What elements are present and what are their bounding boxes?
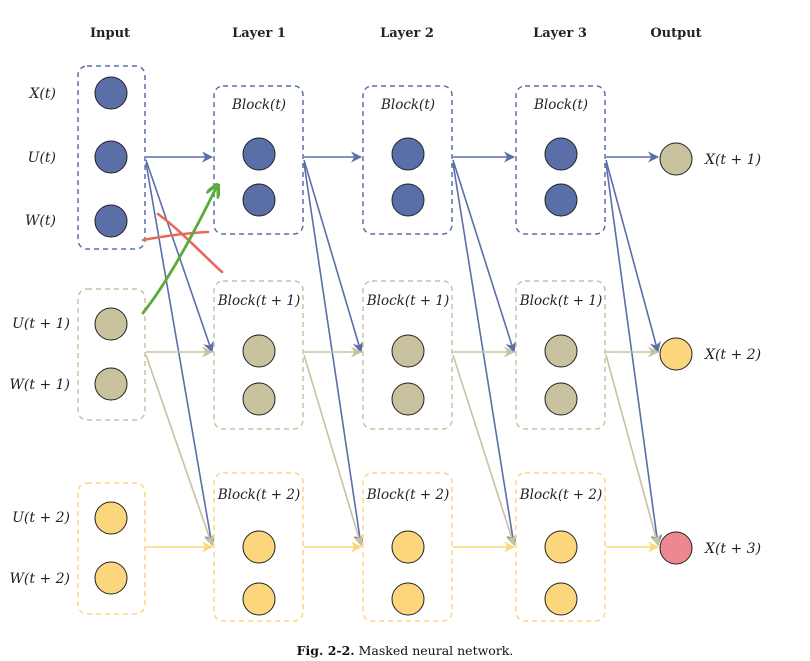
layer3-node (544, 183, 578, 217)
input-label: U(t + 2) (12, 510, 70, 526)
block-label: Block(t) (380, 97, 435, 113)
input-group-t1 (77, 288, 146, 421)
output-node-x-t2 (659, 337, 693, 371)
connection-arrow (452, 159, 517, 354)
header-layer-3: Layer 3 (533, 26, 587, 41)
red-cross-icon (141, 212, 224, 274)
layer1-node (242, 382, 276, 416)
layer1-node (242, 334, 276, 368)
layer3-node (544, 582, 578, 616)
block-label: Block(t) (231, 97, 286, 113)
input-group-t (77, 65, 146, 250)
connection-arrow (145, 354, 214, 547)
input-label: X(t) (28, 86, 56, 102)
output-label: X(t + 1) (704, 152, 761, 168)
block-label: Block(t + 1) (519, 293, 603, 309)
block-label: Block(t + 1) (217, 293, 301, 309)
block-label: Block(t + 1) (366, 293, 450, 309)
block-label: Block(t + 2) (519, 487, 603, 503)
connection-arrow (605, 162, 663, 547)
header-layer-2: Layer 2 (380, 26, 434, 41)
layer1-node (242, 137, 276, 171)
layer1-node (242, 582, 276, 616)
input-label: W(t + 1) (10, 377, 70, 393)
connection-arrow (303, 159, 364, 354)
layer2-node (391, 334, 425, 368)
output-label: X(t + 2) (704, 347, 761, 363)
connection-arrow (145, 162, 216, 547)
input-node-w-t1 (94, 367, 128, 401)
layer1-node (242, 530, 276, 564)
input-label: W(t + 2) (10, 571, 70, 587)
layer3-node (544, 137, 578, 171)
header-output: Output (650, 26, 701, 41)
input-node-w-t (94, 204, 128, 238)
input-node-u-t1 (94, 307, 128, 341)
caption-text: Masked neural network. (358, 643, 514, 658)
header-layer-1: Layer 1 (232, 26, 286, 41)
connection-arrow (303, 354, 364, 547)
green-arrow-icon (141, 186, 217, 315)
layer2-node (391, 183, 425, 217)
output-node-x-t3 (659, 531, 693, 565)
connection-arrow (452, 354, 517, 547)
layer1-node (242, 183, 276, 217)
figure-caption: Fig. 2-2. Masked neural network. (0, 643, 810, 658)
header-input: Input (90, 26, 130, 41)
input-node-w-t2 (94, 561, 128, 595)
block-label: Block(t) (533, 97, 588, 113)
connection-arrow (452, 162, 518, 547)
layer2-node (391, 582, 425, 616)
layer3-node (544, 382, 578, 416)
block-label: Block(t + 2) (217, 487, 301, 503)
connection-arrow (303, 162, 366, 547)
output-label: X(t + 3) (704, 541, 761, 557)
input-node-u-t (94, 140, 128, 174)
input-group-t2 (77, 482, 146, 615)
layer3-node (544, 334, 578, 368)
layer2-node (391, 137, 425, 171)
layer3-node (544, 530, 578, 564)
input-node-x-t (94, 76, 128, 110)
block-label: Block(t + 2) (366, 487, 450, 503)
layer2-node (391, 382, 425, 416)
connection-arrow (605, 354, 661, 547)
layer2-node (391, 530, 425, 564)
input-label: W(t) (25, 213, 56, 229)
input-label: U(t + 1) (12, 316, 70, 332)
input-label: U(t) (28, 150, 56, 166)
connection-arrow (605, 159, 661, 354)
connection-arrows (145, 151, 663, 553)
caption-figure-number: Fig. 2-2. (296, 643, 355, 658)
input-node-u-t2 (94, 501, 128, 535)
output-node-x-t1 (659, 142, 693, 176)
